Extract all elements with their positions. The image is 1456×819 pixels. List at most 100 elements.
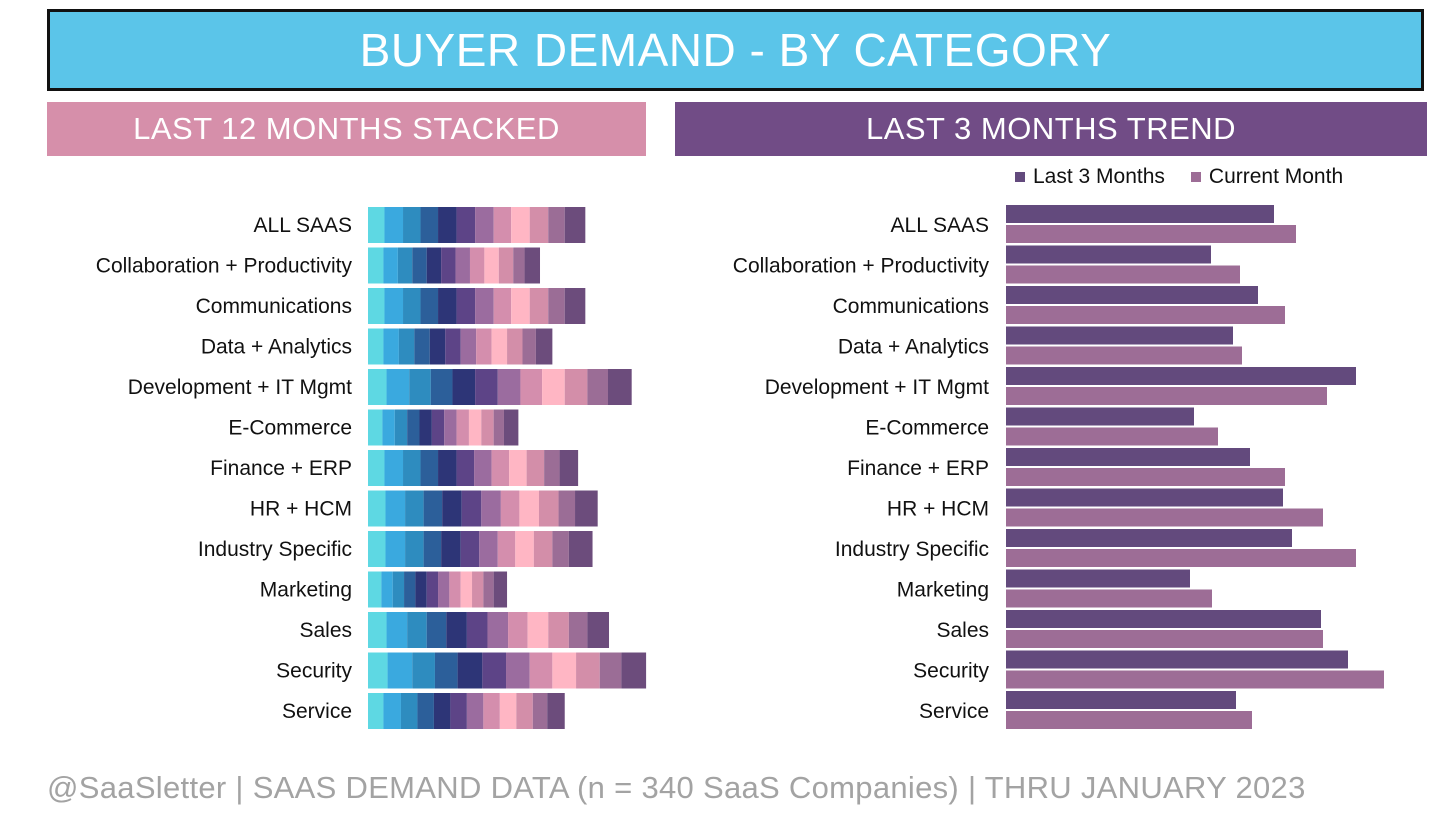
stack-segment-security-month-3 [412, 652, 435, 689]
bar-current-month-collaboration-productivity [1006, 265, 1240, 284]
stack-segment-data-analytics-month-1 [368, 328, 384, 365]
stack-segment-finance-erp-month-10 [526, 450, 545, 486]
stack-segment-all-saas-month-12 [564, 207, 586, 243]
stack-segment-sales-month-6 [466, 612, 488, 648]
stack-segment-finance-erp-month-2 [384, 450, 404, 486]
bar-current-month-e-commerce [1006, 427, 1218, 446]
stack-segment-development-it-mgmt-month-7 [497, 369, 521, 405]
stack-segment-all-saas-month-8 [493, 207, 512, 243]
footer-source: @SaaSletter | SAAS DEMAND DATA (n = 340 … [47, 770, 1306, 805]
stack-segment-data-analytics-month-3 [398, 328, 415, 365]
trend-label-hr-hcm: HR + HCM [887, 498, 989, 521]
stack-segment-collaboration-productivity-month-2 [383, 247, 398, 284]
stack-segment-sales-month-12 [587, 612, 610, 648]
bar-last-3-months-e-commerce [1006, 407, 1194, 426]
stack-segment-e-commerce-month-5 [419, 409, 432, 446]
stack-segment-data-analytics-month-11 [522, 328, 536, 365]
stack-segment-security-month-4 [434, 652, 458, 689]
stack-segment-finance-erp-month-12 [559, 450, 579, 486]
stack-segment-sales-month-11 [568, 612, 588, 648]
stack-segment-marketing-month-7 [438, 571, 450, 608]
stack-segment-collaboration-productivity-month-5 [426, 247, 442, 284]
stack-segment-hr-hcm-month-12 [575, 490, 598, 527]
stack-segment-marketing-month-6 [426, 571, 439, 608]
trend-label-service: Service [919, 700, 989, 723]
stack-segment-hr-hcm-month-8 [500, 490, 520, 527]
stack-segment-sales-month-3 [407, 612, 427, 648]
stack-segment-development-it-mgmt-month-1 [368, 369, 387, 405]
stack-segment-finance-erp-month-8 [491, 450, 510, 486]
stack-segment-security-month-5 [457, 652, 483, 689]
stack-segment-marketing-month-1 [368, 571, 382, 608]
stack-segment-finance-erp-month-11 [544, 450, 560, 486]
stack-segment-development-it-mgmt-month-8 [520, 369, 543, 405]
stack-segment-marketing-month-4 [404, 571, 416, 608]
stack-segment-security-month-11 [599, 652, 622, 689]
stack-segment-data-analytics-month-7 [460, 328, 477, 365]
stack-segment-marketing-month-10 [472, 571, 484, 608]
stack-segment-all-saas-month-7 [475, 207, 494, 243]
category-label-e-commerce: E-Commerce [228, 417, 352, 440]
legend-item-current-month: Current Month [1190, 165, 1343, 189]
stack-segment-hr-hcm-month-2 [385, 490, 406, 527]
category-label-hr-hcm: HR + HCM [250, 498, 352, 521]
category-label-collaboration-productivity: Collaboration + Productivity [96, 255, 353, 278]
bar-last-3-months-service [1006, 691, 1236, 709]
stack-segment-communications-month-7 [475, 288, 494, 324]
trend-label-sales: Sales [936, 619, 989, 642]
bar-last-3-months-security [1006, 650, 1348, 669]
stack-segment-communications-month-4 [420, 288, 439, 324]
stack-segment-sales-month-2 [386, 612, 408, 648]
legend-swatch-current-month [1190, 172, 1201, 182]
stack-segment-collaboration-productivity-month-12 [524, 247, 541, 284]
category-label-all-saas: ALL SAAS [254, 214, 352, 237]
right-section-header: LAST 3 MONTHS TREND [675, 102, 1427, 156]
stack-segment-e-commerce-month-8 [456, 409, 469, 446]
stack-segment-data-analytics-month-8 [476, 328, 492, 365]
stack-segment-industry-specific-month-1 [368, 531, 386, 567]
left-section-header: LAST 12 MONTHS STACKED [47, 102, 646, 156]
stack-segment-e-commerce-month-11 [493, 409, 504, 446]
stack-segment-development-it-mgmt-month-10 [564, 369, 588, 405]
bar-current-month-industry-specific [1006, 549, 1356, 567]
stack-segment-e-commerce-month-10 [481, 409, 494, 446]
stack-segment-all-saas-month-9 [511, 207, 530, 243]
stack-segment-service-month-3 [400, 693, 418, 729]
stack-segment-development-it-mgmt-month-11 [587, 369, 608, 405]
legend-swatch-last-3-months [1015, 172, 1025, 182]
trend-label-industry-specific: Industry Specific [835, 538, 989, 561]
stack-segment-service-month-11 [532, 693, 548, 729]
bar-last-3-months-data-analytics [1006, 326, 1233, 345]
bar-last-3-months-sales [1006, 610, 1321, 628]
stack-segment-finance-erp-month-7 [474, 450, 492, 486]
bar-current-month-communications [1006, 306, 1285, 324]
category-label-development-it-mgmt: Development + IT Mgmt [128, 376, 352, 399]
stack-segment-all-saas-month-5 [438, 207, 457, 243]
bar-last-3-months-communications [1006, 286, 1258, 304]
category-label-marketing: Marketing [260, 579, 352, 602]
stack-segment-finance-erp-month-3 [403, 450, 421, 486]
stack-segment-security-month-2 [387, 652, 413, 689]
stack-segment-service-month-5 [433, 693, 451, 729]
stack-segment-hr-hcm-month-4 [423, 490, 443, 527]
stack-segment-communications-month-8 [493, 288, 512, 324]
stack-segment-communications-month-10 [529, 288, 549, 324]
stack-segment-finance-erp-month-9 [509, 450, 527, 486]
trend-label-marketing: Marketing [897, 579, 989, 602]
bar-current-month-all-saas [1006, 225, 1296, 243]
stack-segment-all-saas-month-10 [529, 207, 549, 243]
stack-segment-hr-hcm-month-10 [538, 490, 559, 527]
stack-segment-development-it-mgmt-month-6 [475, 369, 498, 405]
stack-segment-hr-hcm-month-1 [368, 490, 386, 527]
bar-current-month-service [1006, 711, 1252, 729]
legend-label-last-3-months: Last 3 Months [1033, 165, 1165, 188]
stack-segment-e-commerce-month-7 [444, 409, 457, 446]
stack-segment-e-commerce-month-3 [394, 409, 408, 446]
bar-current-month-sales [1006, 630, 1323, 648]
stack-segment-communications-month-9 [511, 288, 530, 324]
stack-segment-industry-specific-month-5 [441, 531, 461, 567]
stack-segment-industry-specific-month-12 [568, 531, 593, 567]
stack-segment-security-month-9 [552, 652, 577, 689]
stack-segment-industry-specific-month-10 [533, 531, 553, 567]
stack-segment-security-month-1 [368, 652, 388, 689]
